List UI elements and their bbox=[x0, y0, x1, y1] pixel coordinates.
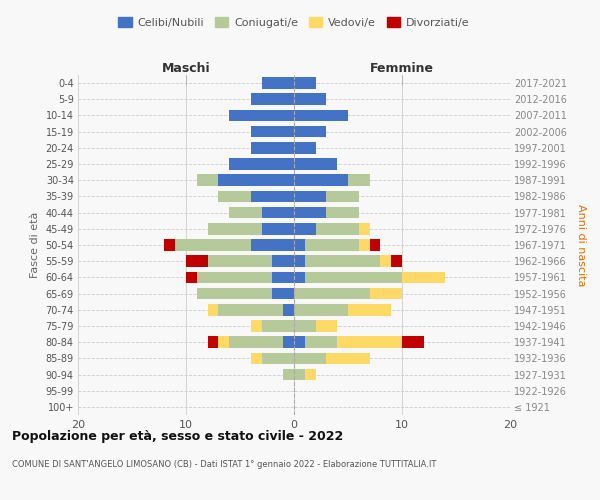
Bar bbox=[359, 223, 370, 234]
Bar bbox=[229, 110, 294, 122]
Bar bbox=[251, 94, 294, 105]
Bar bbox=[294, 126, 326, 138]
Text: Popolazione per età, sesso e stato civile - 2022: Popolazione per età, sesso e stato civil… bbox=[12, 430, 343, 443]
Bar bbox=[197, 272, 272, 283]
Bar bbox=[218, 174, 294, 186]
Bar bbox=[294, 190, 326, 202]
Text: Maschi: Maschi bbox=[161, 62, 211, 75]
Y-axis label: Anni di nascita: Anni di nascita bbox=[575, 204, 586, 286]
Bar bbox=[164, 239, 175, 251]
Bar bbox=[402, 272, 445, 283]
Bar bbox=[208, 336, 218, 348]
Bar bbox=[218, 190, 251, 202]
Bar bbox=[402, 336, 424, 348]
Bar bbox=[294, 142, 316, 154]
Bar bbox=[251, 142, 294, 154]
Y-axis label: Fasce di età: Fasce di età bbox=[30, 212, 40, 278]
Bar bbox=[272, 272, 294, 283]
Bar bbox=[348, 174, 370, 186]
Bar bbox=[283, 368, 294, 380]
Bar bbox=[294, 158, 337, 170]
Bar bbox=[208, 223, 262, 234]
Bar bbox=[294, 320, 316, 332]
Bar bbox=[391, 256, 402, 267]
Bar bbox=[262, 78, 294, 89]
Bar bbox=[294, 304, 348, 316]
Bar bbox=[294, 223, 316, 234]
Bar bbox=[294, 239, 305, 251]
Bar bbox=[218, 304, 283, 316]
Bar bbox=[208, 256, 272, 267]
Bar bbox=[305, 272, 402, 283]
Bar bbox=[294, 94, 326, 105]
Bar bbox=[283, 336, 294, 348]
Bar bbox=[370, 288, 402, 300]
Bar bbox=[197, 288, 272, 300]
Bar bbox=[326, 352, 370, 364]
Bar bbox=[359, 239, 370, 251]
Bar bbox=[251, 190, 294, 202]
Bar bbox=[294, 368, 305, 380]
Bar bbox=[305, 239, 359, 251]
Bar bbox=[208, 304, 218, 316]
Bar bbox=[251, 352, 262, 364]
Bar bbox=[251, 239, 294, 251]
Bar bbox=[272, 288, 294, 300]
Text: COMUNE DI SANT'ANGELO LIMOSANO (CB) - Dati ISTAT 1° gennaio 2022 - Elaborazione : COMUNE DI SANT'ANGELO LIMOSANO (CB) - Da… bbox=[12, 460, 436, 469]
Bar bbox=[262, 320, 294, 332]
Bar bbox=[305, 256, 380, 267]
Bar bbox=[294, 110, 348, 122]
Bar bbox=[186, 272, 197, 283]
Bar bbox=[186, 256, 208, 267]
Bar bbox=[294, 174, 348, 186]
Bar bbox=[262, 223, 294, 234]
Bar bbox=[272, 256, 294, 267]
Legend: Celibi/Nubili, Coniugati/e, Vedovi/e, Divorziati/e: Celibi/Nubili, Coniugati/e, Vedovi/e, Di… bbox=[114, 12, 474, 32]
Bar bbox=[370, 239, 380, 251]
Bar bbox=[294, 288, 370, 300]
Bar bbox=[326, 190, 359, 202]
Bar bbox=[305, 336, 337, 348]
Bar bbox=[251, 126, 294, 138]
Bar bbox=[197, 174, 218, 186]
Bar bbox=[229, 207, 262, 218]
Bar bbox=[294, 78, 316, 89]
Text: Femmine: Femmine bbox=[370, 62, 434, 75]
Bar bbox=[294, 256, 305, 267]
Bar bbox=[218, 336, 229, 348]
Bar bbox=[283, 304, 294, 316]
Bar bbox=[294, 207, 326, 218]
Bar bbox=[326, 207, 359, 218]
Bar bbox=[316, 223, 359, 234]
Bar bbox=[251, 320, 262, 332]
Bar bbox=[262, 352, 294, 364]
Bar bbox=[294, 272, 305, 283]
Bar bbox=[175, 239, 251, 251]
Bar bbox=[316, 320, 337, 332]
Bar bbox=[229, 336, 283, 348]
Bar bbox=[294, 352, 326, 364]
Bar bbox=[305, 368, 316, 380]
Bar bbox=[380, 256, 391, 267]
Bar bbox=[229, 158, 294, 170]
Bar bbox=[348, 304, 391, 316]
Bar bbox=[337, 336, 402, 348]
Bar bbox=[294, 336, 305, 348]
Bar bbox=[262, 207, 294, 218]
